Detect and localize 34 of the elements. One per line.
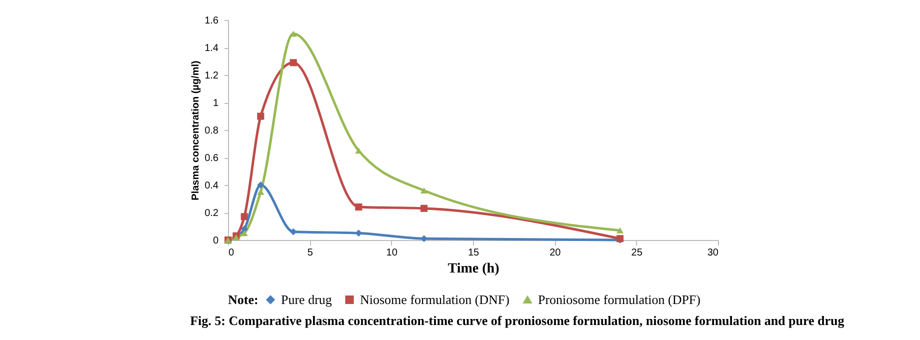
- point: [420, 204, 428, 212]
- point: [257, 112, 264, 120]
- point: [240, 213, 248, 220]
- text: Fig. 5: Comparative plasma concentration-time curve of proniosome formulation, niosome formulation and pure drug: [190, 313, 845, 328]
- y-tick-label: 0.6: [204, 153, 219, 164]
- y-tick-label: 1.6: [204, 16, 219, 26]
- y-tick-label: 0.2: [204, 208, 219, 219]
- point: [290, 228, 297, 236]
- x-tick-label: 0: [228, 248, 234, 258]
- y-tick-label: 1.4: [204, 43, 219, 54]
- x-tick-label: 30: [707, 248, 719, 258]
- y-axis-title: Plasma concentration (µg/ml): [190, 60, 202, 200]
- point: [616, 227, 624, 234]
- legend-label: Niosome formulation (DNF): [360, 292, 510, 307]
- y-tick-label: 0.8: [204, 126, 219, 136]
- point: [257, 181, 264, 189]
- x-tick-label: 20: [550, 248, 562, 258]
- y-tick-label: 0: [212, 236, 219, 246]
- legend-title: Note:: [228, 292, 258, 307]
- point: [240, 230, 248, 236]
- x-tick-label: 15: [468, 248, 480, 258]
- point: [290, 59, 297, 66]
- legend-label: Proniosome formulation (DPF): [538, 292, 700, 307]
- x-tick-label: 10: [386, 248, 398, 258]
- point: [355, 203, 362, 211]
- y-tick-label: 1.2: [204, 70, 219, 82]
- y-tick-label: 1: [212, 98, 219, 109]
- point: [355, 148, 362, 154]
- x-axis-title: Time (h): [448, 262, 500, 276]
- x-tick-label: 25: [631, 248, 643, 258]
- y-tick-label: 0.4: [204, 180, 219, 192]
- x-tick-label: 5: [307, 248, 314, 258]
- point: [420, 187, 428, 194]
- legend-label: Pure drug: [281, 292, 332, 307]
